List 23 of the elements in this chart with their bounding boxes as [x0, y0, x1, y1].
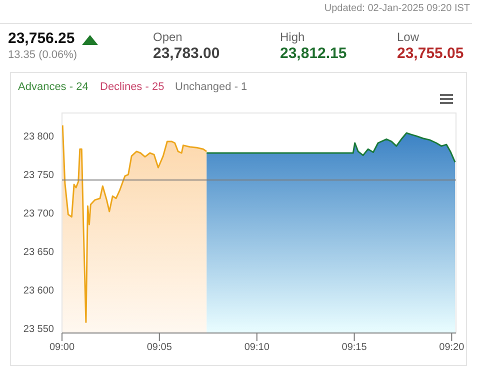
text: Unchanged - 1 [175, 81, 248, 93]
text: 23,783.00 [153, 45, 220, 62]
x-tick-label: 09:15 [342, 342, 368, 354]
text: Declines - 25 [100, 81, 164, 93]
y-tick-label: 23 800 [23, 132, 54, 143]
chart-subtitle: 13.35 (0.06%) [8, 49, 78, 61]
text: High [280, 30, 305, 44]
y-tick-label: 23 650 [23, 247, 54, 258]
chart-title: 23,756.25 [8, 30, 75, 47]
x-tick-label: 09:20 [439, 342, 465, 354]
x-tick-label: 09:00 [49, 342, 75, 354]
text: Advances - 24 [18, 81, 88, 93]
y-tick-label: 23 750 [23, 170, 54, 182]
x-tick-label: 09:05 [146, 342, 172, 354]
text: 23,755.05 [397, 45, 464, 62]
text: Open [153, 30, 182, 44]
y-tick-label: 23 600 [23, 285, 54, 296]
y-tick-label: 23 700 [23, 208, 54, 220]
text: Low [397, 30, 420, 44]
text: Updated: 02-Jan-2025 09:20 IST [323, 3, 470, 14]
y-tick-label: 23 550 [23, 324, 54, 335]
x-tick-label: 09:10 [244, 342, 270, 354]
text: 23,812.15 [280, 45, 347, 62]
